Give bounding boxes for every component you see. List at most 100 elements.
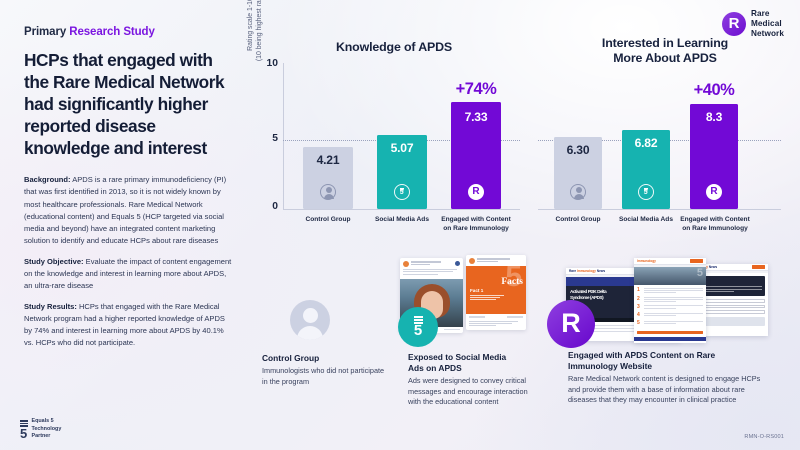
equals-5-glyph: 5 xyxy=(643,187,649,197)
chart-title: Knowledge of APDS xyxy=(335,40,453,54)
x-label-line: Engaged with Content xyxy=(441,216,511,223)
avatar-glyph xyxy=(321,184,335,200)
eyebrow: Primary Research Study xyxy=(24,26,232,38)
rare-medical-network-icon: R xyxy=(721,12,746,36)
logo-word-line-1: Rare xyxy=(750,9,770,18)
logo-word-line-2: Medical xyxy=(750,19,782,28)
fact-label: Fact 1 xyxy=(470,288,484,293)
study-results-label: Study Results: xyxy=(24,301,77,311)
equals-5-line-1: Equals 5 xyxy=(31,418,54,424)
x2-label-engaged-content: Engaged with Content on Rare Immunology xyxy=(679,216,751,233)
site-cta-button[interactable] xyxy=(690,259,703,263)
site-header: Immunology xyxy=(634,258,706,264)
chart-knowledge-of-apds: Knowledge of APDS xyxy=(268,40,520,55)
numbered-list: 1 2 3 4 5 xyxy=(634,285,706,331)
legend-social-media-ads: Exposed to Social Media Ads on APDS Ads … xyxy=(408,352,538,408)
legend-title-line-2: Ads on APDS xyxy=(408,363,462,374)
site-footer xyxy=(634,337,706,342)
bar2-value-engaged-content: 8.3 xyxy=(705,110,723,124)
avatar-ring xyxy=(320,184,336,200)
legend-title: Engaged with APDS Content on Rare Immuno… xyxy=(568,350,773,372)
x-label-control-group: Control Group xyxy=(293,216,363,225)
post-header xyxy=(466,255,526,266)
bar2-value-social-media-ads: 6.82 xyxy=(634,136,658,150)
equals-5-icon: 5 xyxy=(638,184,654,200)
signup-panel xyxy=(689,276,765,297)
study-objective-paragraph: Study Objective: Evaluate the impact of … xyxy=(24,256,232,292)
equals-5-partner-logo: 5 Equals 5 Technology Partner xyxy=(20,418,61,441)
page-title: HCPs that engaged with the Rare Medical … xyxy=(24,50,225,158)
study-objective-text: Evaluate the impact of content engagemen… xyxy=(24,256,232,290)
post-meta xyxy=(477,258,523,262)
equals-5-icon: 5 xyxy=(20,420,28,440)
post-avatar-icon xyxy=(469,257,475,264)
study-results-text: HCPs that engaged with the Rare Medical … xyxy=(24,301,225,348)
facts-copy: Fact 1 xyxy=(470,288,504,302)
equals-5-line-3: Partner xyxy=(31,433,51,440)
chart-title-line-1: Interested in Learning xyxy=(601,36,729,50)
list-item: 1 xyxy=(637,287,703,294)
study-detail-blocks: Background: APDS is a rare primary immun… xyxy=(24,174,232,349)
post-comments xyxy=(466,320,526,331)
y-tick-0: 0 xyxy=(272,201,278,212)
legend-control-group: Control Group Immunologists who did not … xyxy=(262,353,387,387)
site-nav[interactable] xyxy=(686,270,768,274)
facebook-badge-icon xyxy=(455,261,460,266)
bar-value-engaged-content: 7.33 xyxy=(464,110,488,124)
hero-headline-line-2: Syndrome (APDS) xyxy=(570,294,604,300)
rare-medical-network-icon: R xyxy=(468,184,484,200)
bar2-value-control-group: 6.30 xyxy=(566,143,590,157)
rmn-glyph: R xyxy=(472,186,480,197)
equals-5-line-2: Technology xyxy=(31,425,62,432)
x-label-social-media-ads: Social Media Ads xyxy=(367,216,437,225)
site-nav[interactable] xyxy=(634,264,706,268)
y-tick-5: 5 xyxy=(272,133,278,144)
x2-label-social-media-ads: Social Media Ads xyxy=(611,216,681,225)
site-cta-button[interactable] xyxy=(752,265,765,269)
site-nav[interactable] xyxy=(566,274,680,278)
chart1-y-axis xyxy=(283,63,285,210)
background-paragraph: Background: APDS is a rare primary immun… xyxy=(24,174,232,246)
uplift-annotation-knowledge: +74% xyxy=(455,80,497,98)
legend-title-line-1: Exposed to Social Media xyxy=(408,352,507,362)
list-item: 5 xyxy=(637,320,703,326)
reference-code: RMN-O-RS001 xyxy=(744,434,784,440)
legend-title-line-2: Immunology Website xyxy=(568,361,653,372)
left-column: Primary Research Study HCPs that engaged… xyxy=(24,26,232,358)
background-text: APDS is a rare primary immunodeficiency … xyxy=(24,175,227,245)
y-axis-label-line-2: (10 being highest rating) xyxy=(256,0,264,62)
legend-engaged-website: Engaged with APDS Content on Rare Immuno… xyxy=(568,350,773,406)
y-tick-10: 10 xyxy=(266,58,278,69)
legend-title: Control Group xyxy=(262,353,320,363)
equals-5-numeral: 5 xyxy=(413,322,423,340)
list-item: 2 xyxy=(637,296,703,303)
rmn-glyph: R xyxy=(561,307,581,338)
avatar xyxy=(290,300,330,340)
facts-numeral: 5 xyxy=(505,266,522,293)
site-footer xyxy=(689,316,765,326)
y-axis-label-line-1: Rating scale 1-10 xyxy=(247,0,254,51)
video-controls[interactable] xyxy=(566,318,680,323)
logo-word-line-3: Network xyxy=(750,29,784,38)
facts-word: Facts xyxy=(501,277,523,287)
equals-5-glyph: 5 xyxy=(399,187,405,197)
site-brand: Rare Immunology News xyxy=(569,269,606,273)
site-cta-button[interactable] xyxy=(637,330,703,335)
article-hero-image: 5 xyxy=(634,267,706,286)
x-label-line: Control Group xyxy=(305,216,351,223)
bar-value-social-media-ads: 5.07 xyxy=(390,141,414,155)
facts-numeral: 5 xyxy=(696,267,703,280)
site-brand: Immunology xyxy=(637,259,656,263)
study-results-paragraph: Study Results: HCPs that engaged with th… xyxy=(24,301,232,349)
equals-5-wordmark: Equals 5 Technology Partner xyxy=(32,418,62,441)
x-label-engaged-content: Engaged with Content on Rare Immunology xyxy=(441,216,511,233)
equals-5-icon: 5 xyxy=(398,307,438,347)
site-body xyxy=(566,322,680,336)
post-copy xyxy=(400,269,463,279)
x-label-line: Engaged with Content xyxy=(680,216,750,223)
rare-medical-network-logo: R Rare Medical Network xyxy=(721,9,784,39)
equals-5-bars xyxy=(413,316,423,324)
rare-medical-network-icon: R xyxy=(706,184,722,200)
logo-mark-letter: R xyxy=(728,15,740,32)
